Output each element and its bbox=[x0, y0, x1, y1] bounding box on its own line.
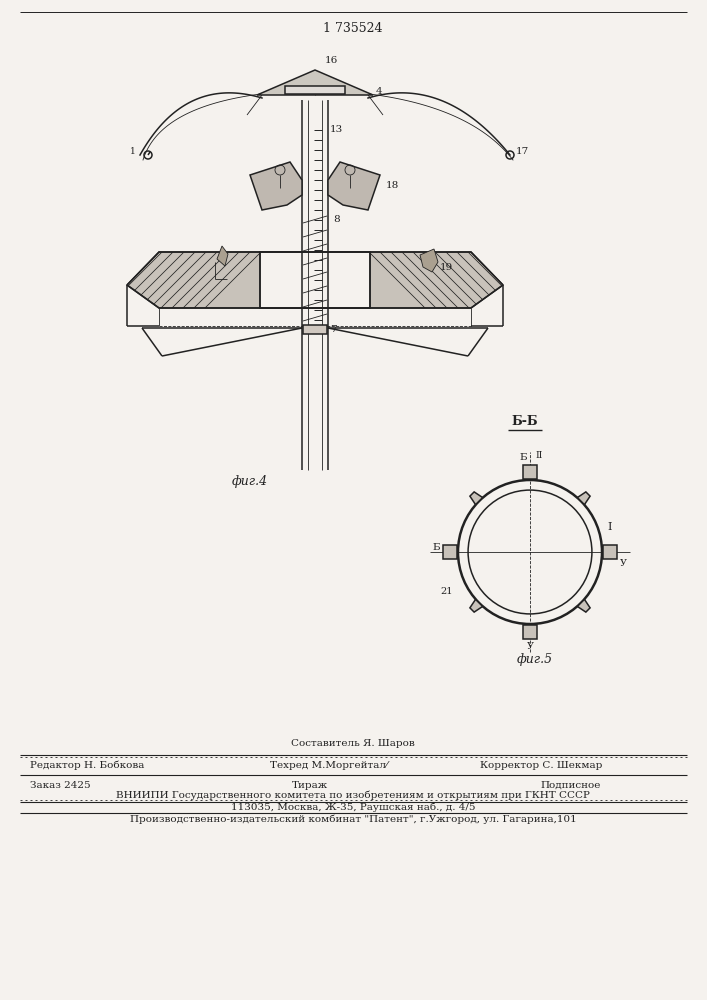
Text: Техред М.Моргейтал⁄: Техред М.Моргейтал⁄ bbox=[270, 760, 387, 770]
Text: ВНИИПИ Государственного комитета по изобретениям и открытиям при ГКНТ СССР: ВНИИПИ Государственного комитета по изоб… bbox=[116, 790, 590, 800]
Text: 1 735524: 1 735524 bbox=[323, 21, 382, 34]
Text: фиг.4: фиг.4 bbox=[232, 476, 268, 488]
Text: 18: 18 bbox=[386, 180, 399, 190]
Polygon shape bbox=[443, 545, 457, 559]
Text: У: У bbox=[620, 560, 627, 568]
Polygon shape bbox=[470, 492, 483, 505]
Polygon shape bbox=[523, 465, 537, 479]
Text: 8: 8 bbox=[333, 216, 339, 225]
Text: 17: 17 bbox=[516, 147, 530, 156]
Polygon shape bbox=[578, 599, 590, 612]
Text: Корректор С. Шекмар: Корректор С. Шекмар bbox=[480, 760, 602, 770]
Text: 21: 21 bbox=[440, 587, 453, 596]
Text: Б: Б bbox=[520, 453, 527, 462]
Text: Производственно-издательский комбинат "Патент", г.Ужгород, ул. Гагарина,101: Производственно-издательский комбинат "П… bbox=[129, 814, 576, 824]
Text: Б: Б bbox=[433, 542, 440, 552]
Text: Б-Б: Б-Б bbox=[512, 415, 538, 428]
Text: Составитель Я. Шаров: Составитель Я. Шаров bbox=[291, 740, 415, 748]
Polygon shape bbox=[217, 246, 228, 266]
Text: 19: 19 bbox=[440, 262, 453, 271]
Text: I: I bbox=[607, 522, 612, 532]
Text: 7: 7 bbox=[330, 326, 337, 334]
Text: Заказ 2425: Заказ 2425 bbox=[30, 780, 90, 790]
Text: У: У bbox=[527, 642, 534, 651]
Text: 4: 4 bbox=[376, 87, 382, 96]
Text: 113035, Москва, Ж-35, Раушская наб., д. 4/5: 113035, Москва, Ж-35, Раушская наб., д. … bbox=[230, 802, 475, 812]
Text: Редактор Н. Бобкова: Редактор Н. Бобкова bbox=[30, 760, 144, 770]
Text: фиг.5: фиг.5 bbox=[517, 652, 553, 666]
Polygon shape bbox=[523, 625, 537, 639]
Bar bbox=[303, 325, 327, 334]
Text: II: II bbox=[535, 451, 542, 460]
Polygon shape bbox=[603, 545, 617, 559]
Polygon shape bbox=[250, 162, 302, 210]
Polygon shape bbox=[257, 70, 373, 95]
Polygon shape bbox=[328, 162, 380, 210]
Polygon shape bbox=[127, 252, 503, 308]
Polygon shape bbox=[285, 86, 345, 94]
Text: 13: 13 bbox=[330, 125, 344, 134]
Text: Подписное: Подписное bbox=[540, 780, 600, 790]
Text: 1: 1 bbox=[130, 147, 136, 156]
Polygon shape bbox=[420, 249, 438, 272]
Text: 16: 16 bbox=[325, 56, 338, 65]
Text: Тираж: Тираж bbox=[292, 780, 328, 790]
Polygon shape bbox=[470, 599, 483, 612]
Polygon shape bbox=[578, 492, 590, 505]
Polygon shape bbox=[260, 252, 370, 308]
Text: 20: 20 bbox=[322, 265, 335, 274]
